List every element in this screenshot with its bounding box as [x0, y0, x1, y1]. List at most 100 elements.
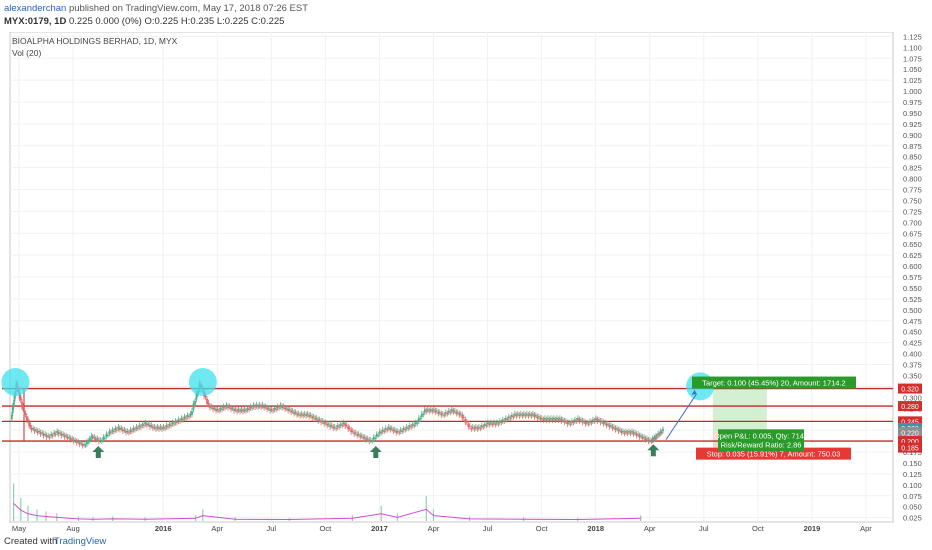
candle-body — [553, 417, 555, 420]
publish-date: published on TradingView.com, May 17, 20… — [68, 3, 309, 14]
publish-header: alexanderchan published on TradingView.c… — [0, 0, 932, 32]
candle-body — [631, 431, 633, 433]
candle-body — [528, 413, 531, 415]
candle-body — [224, 407, 226, 409]
candle-body — [126, 431, 129, 432]
candle-body — [440, 413, 443, 416]
x-tick-label: Apr — [644, 524, 656, 533]
candle-body — [50, 433, 53, 436]
candle-body — [625, 431, 627, 433]
candle-body — [27, 419, 29, 421]
candle-body — [565, 420, 567, 422]
candle-body — [608, 425, 611, 428]
candle-body — [102, 436, 105, 440]
candle-body — [638, 435, 641, 438]
candle-body — [138, 425, 141, 428]
candle-body — [428, 410, 431, 412]
candle-body — [125, 430, 127, 433]
candle-body — [572, 422, 575, 424]
candle-body — [545, 419, 548, 421]
candle-body — [569, 423, 572, 425]
candle-body — [81, 443, 84, 447]
candle-body — [357, 433, 360, 435]
candle-body — [282, 406, 285, 408]
candle-body — [174, 420, 177, 423]
tradingview-logo[interactable]: TradingView — [54, 536, 107, 547]
candle-body — [408, 425, 411, 428]
chart-area[interactable]: BIOALPHA HOLDINGS BERHAD, 1D, MYX Vol (20… — [0, 31, 932, 534]
candle-body — [470, 427, 473, 430]
candle-body — [120, 428, 123, 430]
author-link[interactable]: alexanderchan — [4, 3, 67, 14]
candle-body — [320, 420, 323, 423]
candle-body — [324, 422, 327, 424]
candle-body — [33, 429, 36, 432]
candle-body — [122, 429, 124, 432]
candle-body — [483, 423, 486, 426]
candle-body — [571, 420, 573, 423]
candle-body — [562, 419, 564, 421]
candle-body — [329, 425, 332, 428]
candle-body — [566, 422, 569, 425]
candle-body — [426, 409, 429, 411]
y-tick-label: 0.625 — [903, 251, 922, 260]
candle-body — [251, 407, 253, 409]
candle-body — [215, 408, 217, 412]
candle-body — [495, 422, 498, 424]
candle-body — [595, 417, 597, 420]
candle-body — [399, 429, 402, 432]
candle-body — [219, 407, 222, 410]
candle-body — [605, 423, 608, 426]
candle-body — [455, 411, 458, 414]
candle-body — [249, 406, 252, 409]
candle-body — [377, 435, 380, 437]
candle-body — [452, 410, 455, 413]
footer: Created with TradingView — [0, 534, 932, 550]
candle-body — [628, 431, 630, 433]
candle-body — [344, 423, 347, 427]
candle-body — [458, 413, 461, 416]
candle-body — [267, 407, 270, 409]
candle-body — [402, 428, 405, 431]
candle-body — [435, 410, 438, 412]
candle-body — [404, 429, 407, 431]
candle-body — [218, 410, 220, 412]
candle-body — [32, 428, 35, 430]
pnl-label: Open P&L: 0.005, Qty: 7142 — [714, 431, 808, 440]
candle-body — [210, 406, 213, 408]
y-tick-label: 0.700 — [903, 218, 922, 227]
candle-body — [559, 417, 561, 420]
candle-body — [258, 404, 261, 407]
candle-body — [473, 427, 476, 430]
candle-body — [658, 434, 661, 436]
candle-body — [155, 427, 157, 430]
price-chart[interactable]: BIOALPHA HOLDINGS BERHAD, 1D, MYX Vol (20… — [0, 31, 932, 534]
candle-body — [369, 439, 372, 441]
y-tick-label: 0.800 — [903, 175, 922, 184]
candle-body — [11, 406, 14, 414]
candle-body — [186, 414, 189, 417]
candle-body — [501, 419, 504, 422]
candle-body — [498, 420, 501, 423]
candle-body — [164, 427, 166, 429]
stop-label: Stop: 0.035 (15.91%) 7, Amount: 750.03 — [707, 450, 841, 459]
candle-body — [524, 414, 527, 417]
candle-body — [185, 417, 187, 419]
candle-body — [653, 436, 656, 439]
candle-body — [345, 425, 348, 427]
y-tick-label: 0.050 — [903, 503, 922, 512]
candle-body — [231, 407, 234, 409]
candle-body — [94, 438, 97, 441]
candle-body — [590, 422, 593, 424]
candle-body — [146, 423, 148, 426]
y-tick-label: 0.375 — [903, 361, 922, 370]
candle-body — [536, 416, 539, 419]
candle-body — [425, 410, 428, 412]
candle-body — [518, 414, 521, 417]
candle-body — [386, 429, 389, 431]
candle-body — [622, 431, 624, 432]
candle-body — [104, 438, 106, 439]
candle-body — [354, 432, 357, 434]
candle-body — [101, 440, 103, 442]
x-tick-label: 2016 — [155, 524, 172, 533]
